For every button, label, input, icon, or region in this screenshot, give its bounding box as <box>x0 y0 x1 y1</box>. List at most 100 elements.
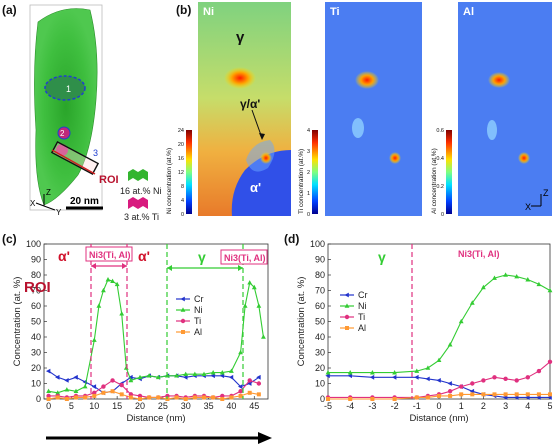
series-ni <box>46 277 266 395</box>
data-point-al <box>220 397 225 401</box>
data-point-cr <box>91 384 97 389</box>
data-point-al <box>437 393 441 398</box>
y-tick-label: 50 <box>31 317 41 327</box>
y-tick-label: 90 <box>31 255 41 265</box>
ni3-label-1: Ni3(Ti, Al) <box>89 250 131 260</box>
colorbar-tick-label: 3 <box>307 149 310 155</box>
data-point-ni <box>137 374 143 380</box>
x-tick-label: -5 <box>324 401 332 411</box>
data-point-ni <box>492 275 497 280</box>
axis-label-z-b: Z <box>543 188 549 198</box>
data-point-ti <box>128 392 134 397</box>
data-point-ni <box>247 280 253 285</box>
line-chart-d: 0 10 20 30 40 50 60 70 80 90 100 -5 -4 -3 -2 -1 0 1 2 3 4 5 Di… <box>296 239 553 424</box>
series-line-ni <box>48 278 264 394</box>
data-point-ni <box>82 384 88 389</box>
panel-a: (a) 1 2 3 ROI 20 nm Z Y X 16 at.% Ni 3 a… <box>2 3 162 222</box>
data-point-ni <box>64 387 70 392</box>
al-colorbar-ticks: 0 0.2 0.4 0.6 <box>436 128 444 218</box>
ti-map-background <box>325 2 422 216</box>
colorbar-tick-label: 12 <box>178 170 184 176</box>
y-tick-label: 20 <box>31 363 41 373</box>
data-point-ni <box>105 277 111 282</box>
panel-label-d: (d) <box>284 232 299 246</box>
colorbar-tick-label: 20 <box>178 142 184 148</box>
data-point-ni <box>514 273 520 279</box>
x-tick-label: -3 <box>368 401 376 411</box>
colorbar-tick-label: 0.6 <box>436 128 444 134</box>
legend-label-al: Al <box>358 323 366 333</box>
x-tick-label: 0 <box>46 401 51 411</box>
y-tick-label: 80 <box>315 270 325 280</box>
series-al <box>326 392 552 401</box>
ti-map-small-precipitate <box>389 152 401 164</box>
y-tick-label: 50 <box>315 317 325 327</box>
data-point-ti <box>256 381 262 386</box>
ti-map-enriched-streak <box>352 118 364 138</box>
data-point-ni <box>325 370 331 375</box>
data-point-cr <box>237 384 243 389</box>
data-point-al <box>348 397 353 401</box>
x-tick-label: 0 <box>436 401 441 411</box>
data-point-cr <box>228 374 234 380</box>
data-point-al <box>247 390 252 395</box>
ti-map-precipitate <box>355 71 379 89</box>
colorbar-tick-label: 4 <box>181 198 184 204</box>
data-point-ni <box>256 303 262 308</box>
data-point-ni <box>503 272 508 277</box>
colorbar-tick-label: 0.4 <box>436 156 444 162</box>
colorbar-tick-label: 4 <box>307 128 310 134</box>
data-point-ni <box>469 300 475 305</box>
legend-marker-ti <box>180 318 186 324</box>
ni3-range-arrowhead-left <box>91 263 96 269</box>
x-tick-label: 10 <box>89 401 99 411</box>
data-point-ti <box>238 389 243 394</box>
data-point-ni <box>251 284 257 290</box>
data-point-ni <box>414 368 420 373</box>
x-tick-label: 35 <box>204 401 214 411</box>
data-point-ni <box>192 371 198 376</box>
data-point-al <box>55 395 60 400</box>
ti-map-title: Ti <box>330 6 340 18</box>
y-tick-label: 10 <box>315 379 325 389</box>
data-point-ni <box>155 374 161 380</box>
interface-arrow-head <box>259 133 265 140</box>
data-point-ni <box>242 303 248 308</box>
annotations-c: α' Ni3(Ti, Al) α' γ Ni3(Ti, Al) ROI <box>24 244 268 399</box>
data-point-cr <box>392 374 397 380</box>
panel-label-b: (b) <box>176 3 191 17</box>
roi-label-c: ROI <box>24 279 51 296</box>
data-point-al <box>156 395 161 400</box>
data-point-cr <box>325 373 330 379</box>
data-point-ti <box>46 393 51 399</box>
ni-map-title: Ni <box>203 6 214 18</box>
data-point-cr <box>210 373 215 379</box>
ti-colorbar <box>312 130 318 214</box>
ti-rich-particle <box>56 144 68 156</box>
ni3-label-box-1 <box>85 246 133 262</box>
ni3-range-arrowhead-right <box>122 263 127 269</box>
data-point-al <box>192 395 197 400</box>
data-point-al <box>83 395 88 400</box>
data-point-cr <box>45 368 51 374</box>
x-tick-label: 30 <box>181 401 191 411</box>
data-point-ti <box>481 378 486 383</box>
region-label-2: 2 <box>60 129 65 138</box>
legend-label-ti: Ti <box>358 312 365 322</box>
panel-label-c: (c) <box>2 232 17 246</box>
data-point-ti <box>447 389 453 394</box>
data-point-ni <box>347 370 353 375</box>
data-point-cr <box>55 374 60 380</box>
al-map-precipitate <box>488 72 510 88</box>
data-point-al <box>470 392 475 397</box>
x-tick-label: 25 <box>158 401 168 411</box>
series-ti <box>46 378 262 400</box>
data-point-al <box>174 395 179 400</box>
data-point-ni <box>123 365 129 370</box>
data-point-ni <box>146 373 152 378</box>
x-tick-label: 3 <box>503 401 508 411</box>
data-point-cr <box>347 373 352 379</box>
al-colorbar <box>446 130 452 214</box>
y-tick-label: 60 <box>31 301 41 311</box>
